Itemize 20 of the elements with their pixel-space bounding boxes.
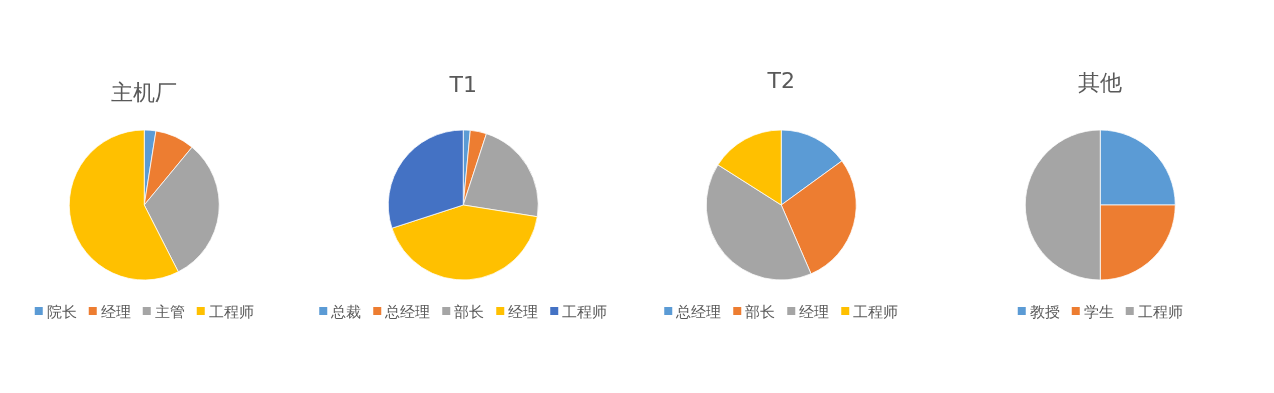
legend-label: 工程师 [853, 303, 899, 321]
legend-label: 教授 [1029, 303, 1060, 321]
chart-title: T1 [448, 72, 477, 97]
legend-label: 经理 [100, 303, 131, 321]
legend-label: 工程师 [208, 303, 254, 321]
chart-title: 其他 [1077, 70, 1122, 95]
legend-label: 部长 [453, 303, 484, 321]
chart-title: T2 [766, 68, 795, 93]
legend-label: 工程师 [561, 303, 607, 321]
legend-label: 总经理 [383, 303, 430, 321]
legend-label: 院长 [46, 303, 77, 321]
legend-label: 工程师 [1137, 303, 1183, 321]
legend-label: 总经理 [675, 303, 722, 321]
legend-label: 学生 [1083, 303, 1114, 321]
legend-label: 经理 [799, 303, 830, 321]
chart-title: 主机厂 [111, 80, 178, 105]
legend-label: 部长 [745, 303, 776, 321]
legend-label: 经理 [507, 303, 538, 321]
legend-label: 总裁 [329, 303, 361, 321]
legend-label: 主管 [154, 303, 185, 321]
